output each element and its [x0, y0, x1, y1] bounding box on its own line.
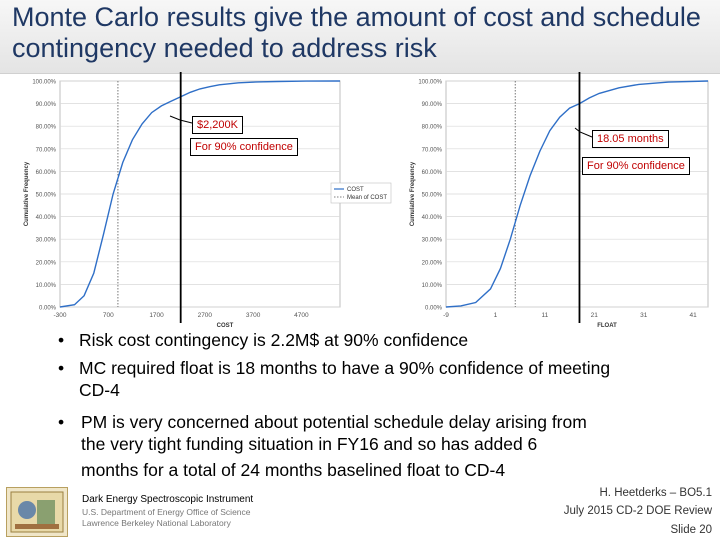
bullet-mark: •	[58, 358, 65, 378]
y-axis-label: Cumulative Frequency	[410, 161, 416, 226]
x-tick-label: 700	[103, 312, 114, 319]
x-tick-label: 21	[591, 312, 599, 319]
float-confidence-callout: For 90% confidence	[582, 157, 690, 175]
y-tick-label: 40.00%	[36, 215, 57, 221]
y-tick-label: 80.00%	[36, 125, 57, 131]
bullet-mark: •	[58, 330, 65, 350]
x-tick-label: 4700	[294, 312, 309, 319]
x-tick-label: 3700	[246, 312, 261, 319]
bullet-text: MC required float is 18 months to have a…	[79, 358, 611, 378]
y-tick-label: 60.00%	[422, 170, 443, 176]
legend-label-cost: COST	[347, 187, 364, 193]
y-tick-label: 60.00%	[36, 170, 57, 176]
cost-chart-svg: 0.00% 10.00% 20.00% 30.00% 40.00% 50.00% 60.00…	[24, 64, 392, 329]
footer-slide-number: Slide 20	[670, 524, 712, 536]
y-tick-label: 70.00%	[422, 147, 443, 153]
y-tick-label: 0.00%	[425, 306, 443, 312]
footer-org: Dark Energy Spectroscopic Instrument	[82, 494, 254, 505]
y-tick-label: 30.00%	[422, 238, 443, 244]
y-tick-label: 100.00%	[32, 80, 56, 86]
float-callout: 18.05 months	[592, 130, 669, 148]
x-tick-label: 11	[541, 312, 548, 319]
y-tick-label: 40.00%	[422, 215, 443, 221]
y-tick-label: 30.00%	[36, 238, 57, 244]
y-tick-label: 100.00%	[418, 80, 442, 86]
y-tick-label: 50.00%	[422, 193, 443, 199]
y-tick-label: 20.00%	[422, 260, 443, 266]
cdf-curve	[445, 80, 709, 308]
float-chart-svg: 0.00% 10.00% 20.00% 30.00% 40.00% 50.00% 60.00…	[410, 64, 709, 329]
legend-label-mean: Mean of COST	[347, 195, 387, 201]
y-tick-label: 90.00%	[422, 102, 443, 108]
y-tick-label: 80.00%	[422, 125, 443, 131]
x-tick-label: 1700	[149, 312, 164, 319]
footer-dept: U.S. Department of Energy Office of Scie…	[82, 507, 251, 517]
y-axis-label: Cumulative Frequency	[24, 161, 30, 226]
title-band	[0, 0, 720, 74]
desi-logo	[6, 487, 68, 537]
x-tick-label: 31	[640, 312, 648, 319]
cost-confidence-callout: For 90% confidence	[190, 138, 298, 156]
slide-title: Monte Carlo results give the amount of c…	[12, 2, 701, 63]
x-axis-label: COST	[217, 323, 234, 329]
desi-logo-graphic	[10, 491, 64, 533]
cost-callout: $2,200K	[192, 116, 243, 134]
footer-lab: Lawrence Berkeley National Laboratory	[82, 518, 231, 528]
cost-chart: 0.00% 10.00% 20.00% 30.00% 40.00% 50.00% 60.00…	[18, 64, 418, 334]
x-tick-label: 1	[494, 312, 498, 319]
legend-box	[330, 182, 392, 204]
footer-author: H. Heetderks – BO5.1	[599, 487, 713, 499]
y-tick-label: 20.00%	[36, 260, 57, 266]
y-tick-label: 10.00%	[36, 283, 57, 289]
cdf-curve	[59, 80, 341, 308]
bullet-text: PM is very concerned about potential sch…	[81, 412, 587, 432]
footer-review: July 2015 CD-2 DOE Review	[563, 505, 712, 517]
y-tick-label: 70.00%	[36, 147, 57, 153]
bullet-text: the very tight funding situation in FY16…	[81, 434, 538, 454]
y-tick-label: 10.00%	[422, 283, 443, 289]
y-tick-label: 50.00%	[36, 193, 57, 199]
x-tick-label: 2700	[198, 312, 213, 319]
bullet-mark: •	[58, 412, 65, 432]
x-tick-label: -9	[443, 312, 449, 319]
bullet-text: months for a total of 24 months baseline…	[81, 460, 506, 480]
y-tick-label: 90.00%	[36, 102, 57, 108]
bullet-text: CD-4	[79, 380, 120, 400]
x-tick-label: -300	[53, 312, 66, 319]
x-axis-label: FLOAT	[597, 323, 617, 329]
bullet-text: Risk cost contingency is 2.2M$ at 90% co…	[79, 330, 469, 350]
float-chart: 0.00% 10.00% 20.00% 30.00% 40.00% 50.00% 60.00…	[408, 64, 718, 334]
y-tick-label: 0.00%	[39, 306, 57, 312]
x-tick-label: 41	[690, 312, 698, 319]
